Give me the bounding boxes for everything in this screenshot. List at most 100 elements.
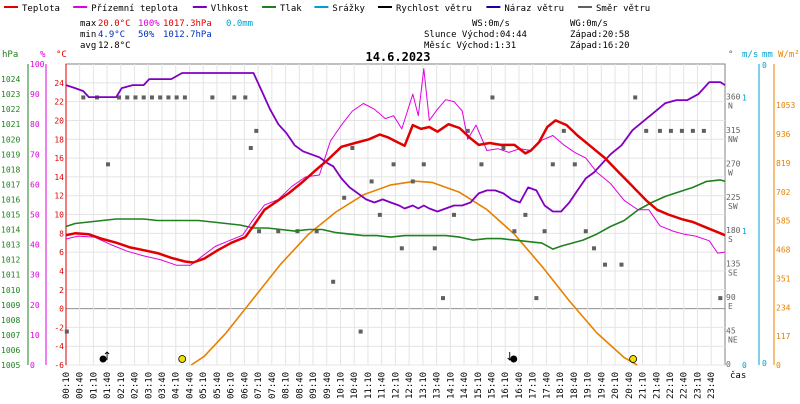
dir-tick-label: 0	[726, 360, 731, 369]
compass-label: W	[728, 168, 733, 177]
wind-dir-point	[619, 262, 624, 267]
x-tick-label: 19:40	[597, 372, 607, 399]
hpa-tick-label: 1013	[1, 241, 20, 250]
temp-tick-label: -6	[54, 361, 64, 370]
wind-dir-point	[523, 212, 528, 217]
temp-tick-label: 2	[59, 286, 64, 295]
wind-dir-point	[399, 246, 404, 251]
compass-label: N	[728, 101, 733, 110]
dir-axis-label: °	[728, 50, 733, 60]
x-tick-label: 01:40	[103, 372, 113, 399]
wind-dir-point	[232, 95, 237, 100]
mm-axis-label: mm	[762, 50, 773, 60]
sun-tick-label: 0	[776, 361, 781, 370]
x-tick-label: 07:10	[254, 372, 264, 399]
x-tick-label: 18:40	[570, 372, 580, 399]
dir-tick-label: 90	[726, 293, 736, 302]
x-axis-label: čas	[730, 370, 746, 381]
compass-label: SE	[728, 269, 738, 278]
legend-label: Tlak	[280, 4, 302, 14]
hpa-tick-label: 1024	[1, 75, 20, 84]
sun-tick-label: 1053	[776, 101, 795, 110]
sunset-icon	[629, 355, 638, 363]
wind-dir-point	[592, 246, 597, 251]
wind-dir-point	[644, 128, 649, 133]
sun-tick-label: 585	[776, 217, 791, 226]
temp-tick-label: -4	[54, 342, 64, 351]
info-sun-set: Západ:20:58	[570, 30, 630, 40]
x-tick-label: 21:10	[639, 372, 649, 399]
x-tick-label: 07:40	[268, 372, 278, 399]
temp-tick-label: 0	[59, 305, 64, 314]
wind-dir-point	[690, 128, 695, 133]
x-tick-label: 11:40	[378, 372, 388, 399]
stat-max-hum: 100%	[138, 19, 160, 29]
hpa-tick-label: 1012	[1, 256, 20, 265]
pct-tick-label: 30	[30, 271, 40, 280]
x-tick-label: 08:10	[282, 372, 292, 399]
pct-tick-label: 80	[30, 120, 40, 129]
x-tick-label: 11:10	[364, 372, 374, 399]
dir-tick-label: 360	[726, 92, 741, 101]
pct-tick-label: 60	[30, 180, 40, 189]
hpa-axis-label: hPa	[2, 50, 18, 60]
hpa-tick-label: 1017	[1, 180, 20, 189]
hpa-tick-label: 1014	[1, 226, 20, 235]
hpa-tick-label: 1023	[1, 90, 20, 99]
dir-tick-label: 270	[726, 159, 741, 168]
pct-axis-label: %	[40, 50, 46, 60]
hpa-tick-label: 1007	[1, 331, 20, 340]
wind-dir-point	[657, 128, 662, 133]
x-tick-label: 13:10	[419, 372, 429, 399]
x-tick-label: 21:40	[652, 372, 662, 399]
pct-tick-label: 100	[30, 60, 45, 69]
x-tick-label: 04:10	[172, 372, 182, 399]
x-tick-label: 08:40	[295, 372, 305, 399]
stat-max-press: 1017.3hPa	[163, 19, 212, 29]
x-tick-label: 14:10	[446, 372, 456, 399]
x-tick-label: 04:40	[185, 372, 195, 399]
wind-dir-point	[81, 95, 86, 100]
legend-label: Teplota	[22, 4, 60, 14]
x-tick-label: 20:10	[611, 372, 621, 399]
legend-label: Náraz větru	[504, 4, 564, 14]
wind-dir-point	[465, 128, 470, 133]
temp-tick-label: 18	[54, 135, 64, 144]
wind-dir-point	[561, 128, 566, 133]
wind-dir-point	[125, 95, 130, 100]
dir-tick-label: 315	[726, 126, 741, 135]
temp-tick-label: 22	[54, 98, 64, 107]
wind-dir-point	[116, 95, 121, 100]
temp-tick-label: -2	[54, 323, 64, 332]
wind-dir-point	[254, 128, 259, 133]
hpa-tick-label: 1015	[1, 211, 20, 220]
sunrise-icon	[178, 355, 187, 363]
wind-dir-point	[490, 95, 495, 100]
hpa-tick-label: 1009	[1, 301, 20, 310]
compass-label: NE	[728, 336, 738, 345]
wind-dir-point	[174, 95, 179, 100]
mm-tick-label: 0	[762, 359, 767, 368]
dir-tick-label: 180	[726, 226, 741, 235]
wind-dir-point	[358, 329, 363, 334]
hpa-tick-label: 1021	[1, 120, 20, 129]
temp-tick-label: 10	[54, 211, 64, 220]
x-tick-label: 17:40	[542, 372, 552, 399]
info-wg: WG:0m/s	[570, 19, 608, 29]
wind-dir-point	[141, 95, 146, 100]
wind-dir-point	[158, 95, 163, 100]
ms-tick-label: 1	[742, 93, 747, 102]
temp-tick-label: 24	[54, 79, 64, 88]
wind-dir-point	[679, 128, 684, 133]
sun-tick-label: 936	[776, 130, 791, 139]
legend-label: Směr větru	[596, 4, 650, 14]
x-tick-label: 18:10	[556, 372, 566, 399]
series-slunecni-svit	[190, 180, 638, 366]
wind-dir-point	[421, 162, 426, 167]
legend-label: Přízemní teplota	[91, 4, 178, 14]
compass-label: E	[728, 302, 733, 311]
info-ws: WS:0m/s	[472, 19, 510, 29]
wind-dir-point	[501, 145, 506, 150]
wind-dir-point	[701, 128, 706, 133]
x-tick-label: 20:40	[625, 372, 635, 399]
